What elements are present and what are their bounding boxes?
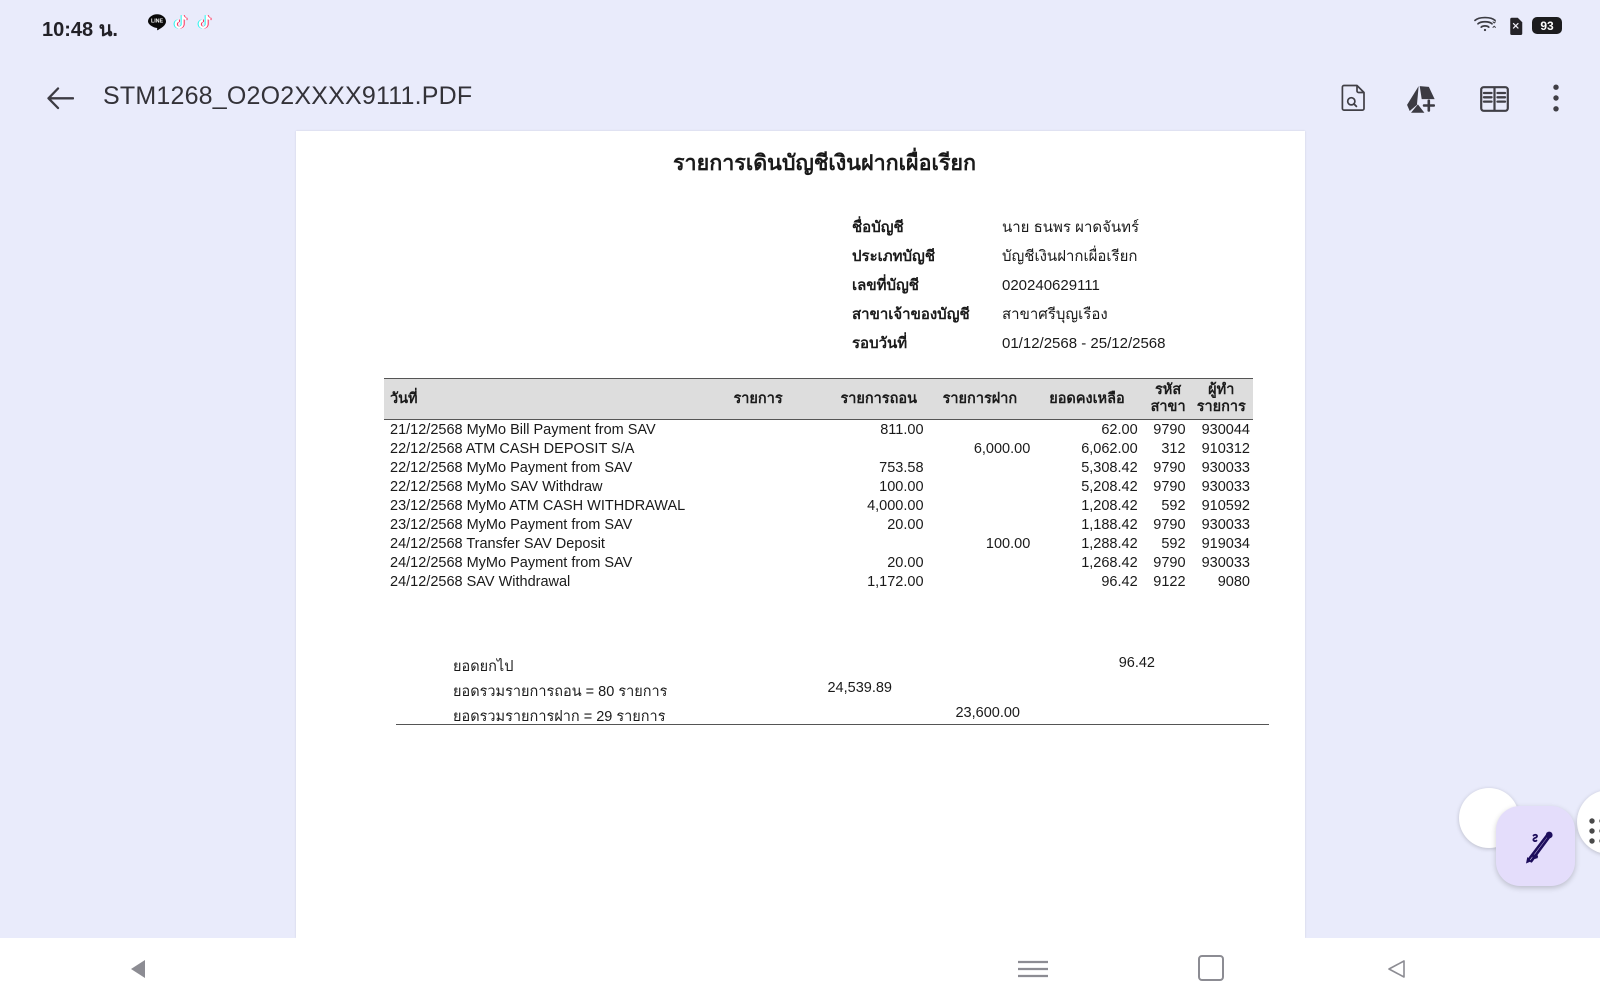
svg-text:LINE: LINE — [151, 19, 164, 25]
